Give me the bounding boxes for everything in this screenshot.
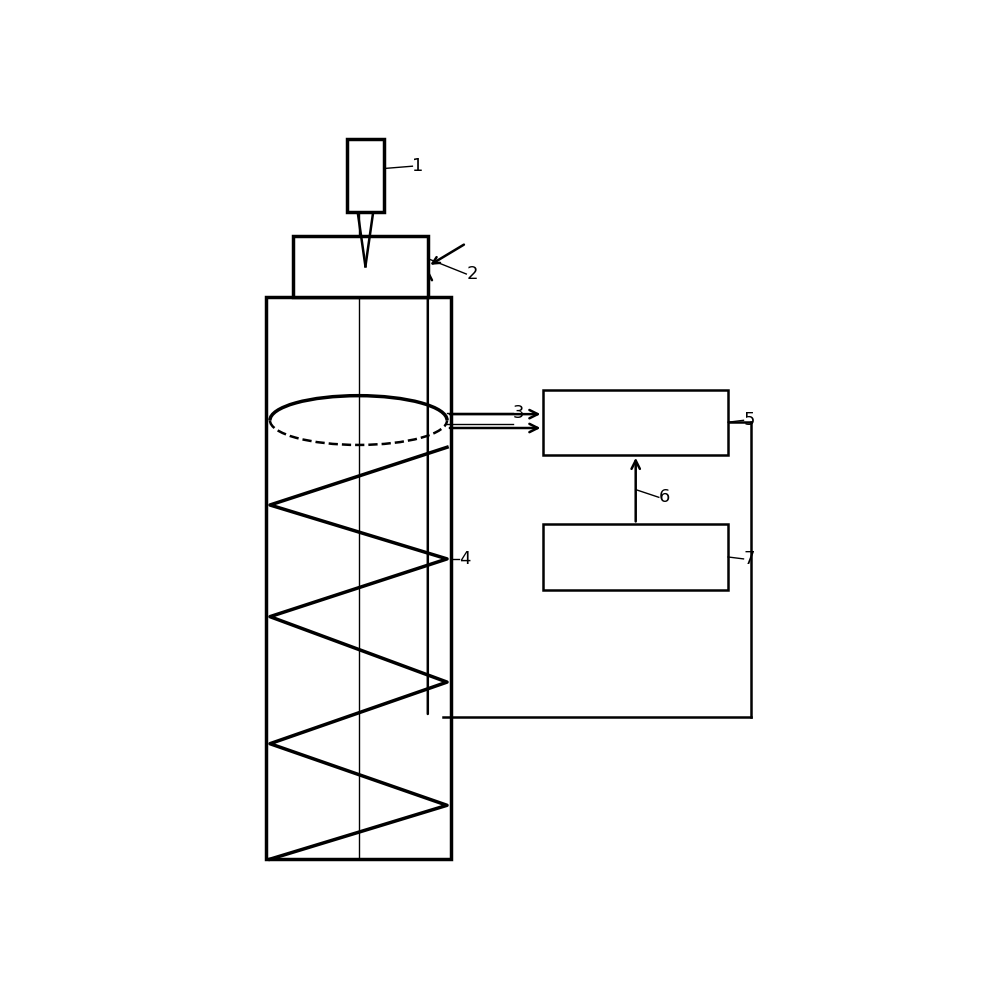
Text: 6: 6 <box>659 488 670 506</box>
Bar <box>543 390 728 455</box>
Text: 1: 1 <box>412 157 424 175</box>
Text: 4: 4 <box>459 550 470 568</box>
Bar <box>347 139 384 212</box>
Text: 3: 3 <box>512 404 524 422</box>
Text: 2: 2 <box>466 265 478 283</box>
Bar <box>266 297 451 859</box>
Text: 7: 7 <box>744 550 755 568</box>
Bar <box>293 235 428 297</box>
Bar <box>543 524 728 590</box>
Text: 5: 5 <box>744 411 755 429</box>
